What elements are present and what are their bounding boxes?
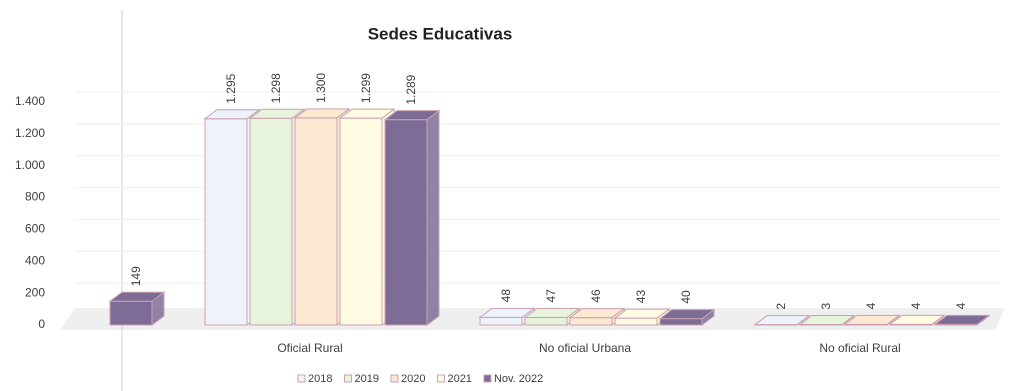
x-tick-label: No oficial Rural bbox=[819, 341, 900, 355]
y-tick-label: 1.000 bbox=[15, 158, 45, 172]
value-label: 3 bbox=[819, 303, 833, 310]
value-label: 47 bbox=[544, 289, 558, 303]
bar-top bbox=[248, 108, 306, 119]
value-label: 1.289 bbox=[404, 74, 418, 104]
value-label: 1.298 bbox=[269, 73, 283, 103]
bar-top bbox=[108, 291, 166, 302]
value-label: 40 bbox=[679, 290, 693, 304]
bar-top bbox=[338, 108, 396, 119]
value-label: 149 bbox=[129, 266, 143, 286]
bar-top bbox=[613, 308, 671, 319]
value-label: 4 bbox=[909, 302, 923, 309]
bar bbox=[614, 317, 658, 326]
value-label: 1.299 bbox=[359, 73, 373, 103]
value-label: 48 bbox=[499, 289, 513, 303]
bar bbox=[249, 117, 293, 326]
value-label: 46 bbox=[589, 289, 603, 303]
legend-swatch bbox=[436, 374, 445, 383]
bar bbox=[524, 317, 568, 326]
y-tick-label: 0 bbox=[38, 317, 45, 331]
bar-top bbox=[798, 315, 856, 326]
bar-top bbox=[203, 109, 261, 120]
bar bbox=[109, 300, 153, 326]
bar-side bbox=[426, 109, 440, 326]
legend-swatch bbox=[390, 374, 399, 383]
value-label: 2 bbox=[774, 303, 788, 310]
bar bbox=[569, 317, 613, 326]
legend-swatch bbox=[297, 374, 306, 383]
bar-top bbox=[658, 309, 716, 320]
value-label: 4 bbox=[954, 302, 968, 309]
y-tick-label: 1.200 bbox=[15, 126, 45, 140]
bar-top bbox=[523, 308, 581, 319]
legend-swatch bbox=[343, 374, 352, 383]
legend-swatch bbox=[483, 374, 492, 383]
y-tick-label: 1.400 bbox=[15, 94, 45, 108]
bar-top bbox=[753, 315, 811, 326]
x-tick-label: Oficial Rural bbox=[277, 341, 342, 355]
bar-top bbox=[478, 307, 536, 318]
bar bbox=[384, 119, 428, 326]
chart-title: Sedes Educativas bbox=[368, 24, 513, 43]
legend-label: 2020 bbox=[401, 373, 425, 385]
value-label: 43 bbox=[634, 289, 648, 303]
y-tick-label: 200 bbox=[25, 285, 45, 299]
value-label: 1.300 bbox=[314, 73, 328, 103]
bar bbox=[339, 117, 383, 326]
bar bbox=[294, 117, 338, 326]
legend-label: Nov. 2022 bbox=[494, 373, 543, 385]
bar-top bbox=[843, 314, 901, 325]
bar-top bbox=[933, 314, 991, 325]
bar bbox=[659, 318, 703, 326]
y-tick-label: 600 bbox=[25, 222, 45, 236]
y-tick-label: 400 bbox=[25, 253, 45, 267]
legend-label: 2019 bbox=[354, 373, 378, 385]
x-tick-label: No oficial Urbana bbox=[539, 341, 631, 355]
legend-label: 2021 bbox=[447, 373, 471, 385]
value-label: 1.295 bbox=[224, 73, 238, 103]
bar bbox=[479, 316, 523, 326]
y-tick-label: 800 bbox=[25, 190, 45, 204]
bar-top bbox=[383, 110, 441, 121]
bar-top bbox=[293, 108, 351, 119]
bar-top bbox=[888, 314, 946, 325]
bar bbox=[204, 118, 248, 326]
bar-top bbox=[568, 308, 626, 319]
legend-label: 2018 bbox=[308, 373, 332, 385]
value-label: 4 bbox=[864, 302, 878, 309]
